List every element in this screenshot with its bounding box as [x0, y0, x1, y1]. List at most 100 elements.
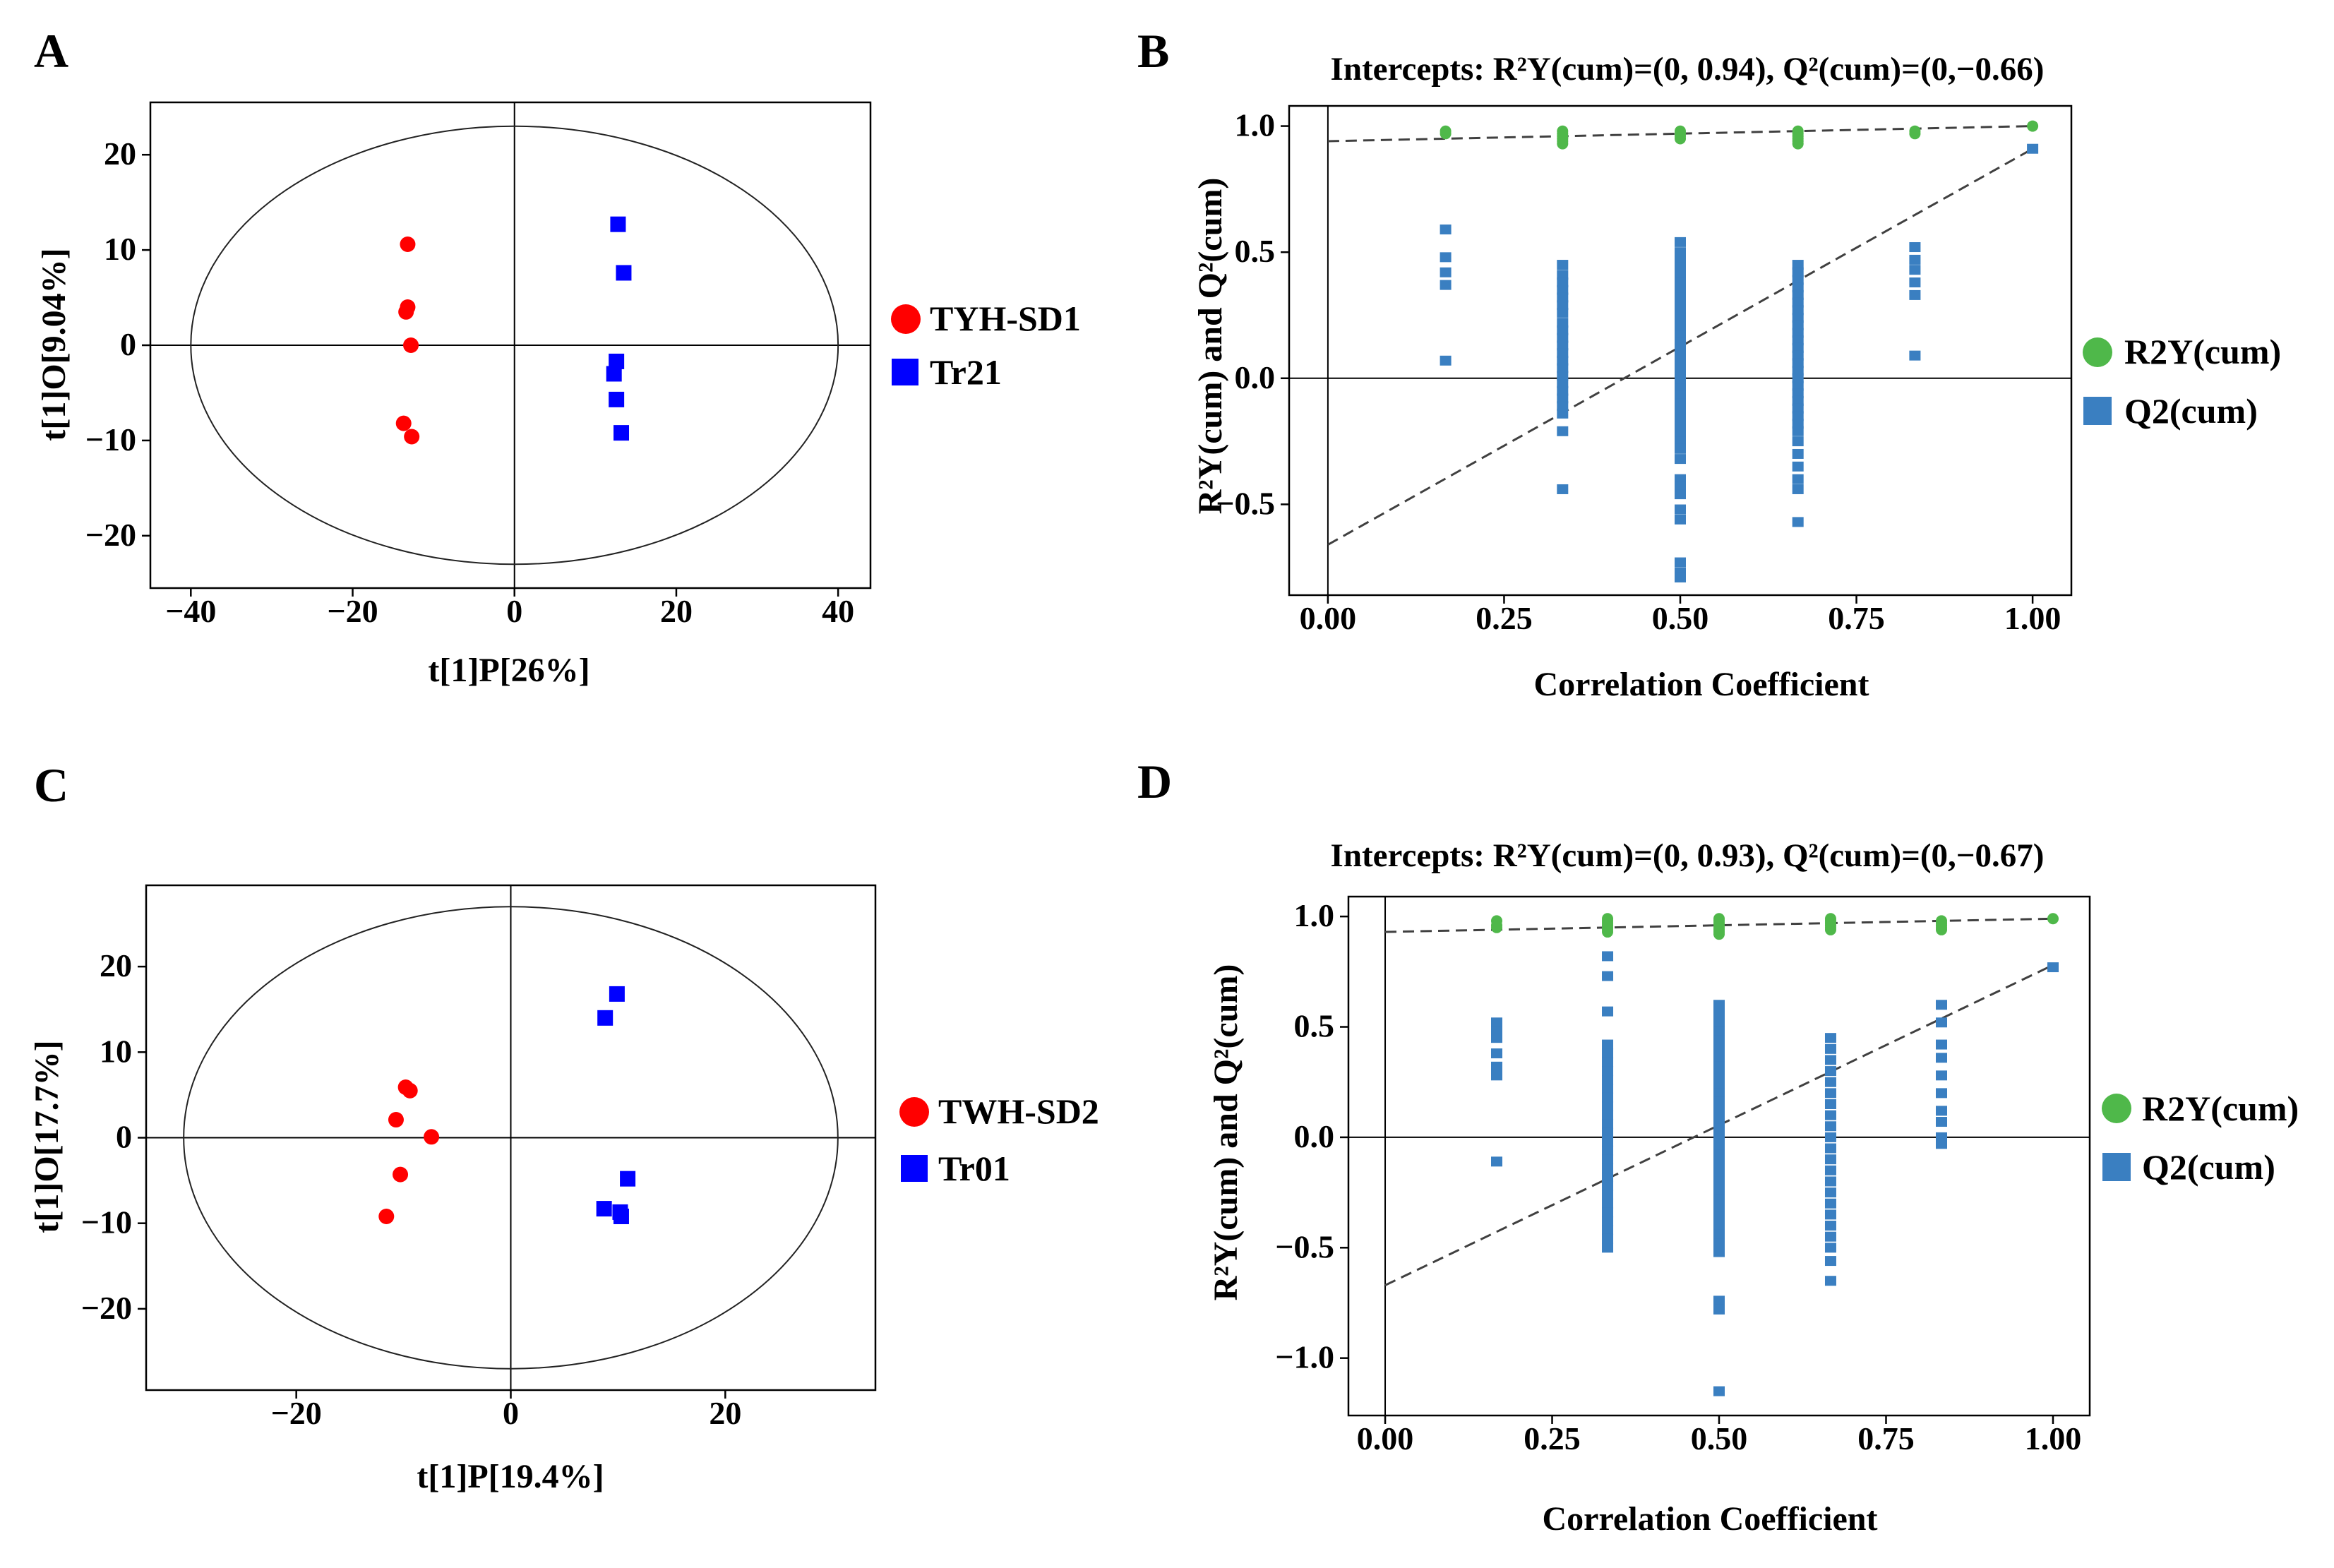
point-q2-cum: [1675, 429, 1686, 439]
panel-c-ytick-label: −10: [81, 1204, 132, 1240]
panel-d-ylabel: R²Y(cum) and Q²(cum): [1207, 964, 1245, 1301]
legend-label-tr01: Tr01: [938, 1149, 1010, 1188]
point-tr21: [606, 366, 622, 382]
panel-c-letter: C: [34, 758, 68, 812]
point-q2-cum: [1675, 504, 1686, 515]
point-q2-cum: [1675, 315, 1686, 325]
panel-b-legend: R2Y(cum) Q2(cum): [2083, 332, 2281, 431]
point-q2-cum: [1824, 1043, 1836, 1054]
point-twh-sd2: [402, 1082, 418, 1099]
panel-d-ytick-label: −1.0: [1275, 1339, 1334, 1375]
point-q2-cum: [1557, 371, 1569, 381]
point-q2-cum: [1602, 1172, 1614, 1183]
panel-a-letter: A: [34, 24, 68, 78]
point-q2-cum: [1909, 265, 1921, 275]
point-q2-cum: [2027, 143, 2039, 154]
point-q2-cum: [1713, 1026, 1725, 1036]
point-q2-cum: [1675, 406, 1686, 417]
point-q2-cum: [1713, 1167, 1725, 1178]
panel-a-ytick-label: −20: [85, 517, 136, 553]
point-q2-cum: [1713, 1114, 1725, 1125]
point-q2-cum: [1713, 1176, 1725, 1187]
point-q2-cum: [1713, 1386, 1725, 1396]
point-q2-cum: [1792, 395, 1804, 406]
panel-a-xtick-label: 20: [660, 593, 693, 629]
legend-label-tyh-sd1: TYH-SD1: [930, 299, 1081, 338]
point-q2-cum: [1602, 1110, 1614, 1120]
point-q2-cum: [1936, 1106, 1947, 1116]
panel-a-xtick-label: −20: [327, 593, 378, 629]
point-q2-cum: [1602, 971, 1614, 981]
point-q2-cum: [1602, 1163, 1614, 1173]
point-q2-cum: [1824, 1110, 1836, 1120]
point-q2-cum: [1792, 275, 1804, 285]
point-tr01: [596, 1201, 612, 1217]
point-q2-cum: [1909, 350, 1921, 361]
panel-d-ytick-label: 1.0: [1294, 897, 1335, 933]
point-r2y-cum: [1824, 923, 1836, 935]
point-q2-cum: [1675, 474, 1686, 484]
point-q2-cum: [1557, 300, 1569, 311]
point-q2-cum: [1440, 252, 1452, 263]
panel-b-ytick-label: −0.5: [1216, 485, 1275, 521]
panel-b-ylabel: R²Y(cum) and Q²(cum): [1192, 178, 1229, 515]
point-q2-cum: [1602, 1119, 1614, 1130]
legend-marker-tr21: [892, 359, 918, 385]
point-tyh-sd1: [398, 304, 414, 320]
panel-b-xtick-label: 1.00: [2004, 600, 2061, 636]
point-q2-cum: [1936, 1000, 1947, 1010]
point-q2-cum: [1792, 282, 1804, 293]
point-tr21: [609, 353, 625, 369]
point-r2y-cum: [1440, 128, 1452, 140]
point-q2-cum: [1602, 1084, 1614, 1094]
point-tr21: [614, 425, 630, 441]
point-q2-cum: [1557, 270, 1569, 280]
point-q2-cum: [1936, 1017, 1947, 1028]
legend-label-twh-sd2: TWH-SD2: [938, 1091, 1099, 1131]
point-q2-cum: [1936, 1139, 1947, 1149]
point-q2-cum: [1792, 342, 1804, 353]
point-tyh-sd1: [400, 237, 416, 253]
point-q2-cum: [1557, 348, 1569, 359]
point-q2-cum: [1792, 448, 1804, 459]
legend-marker-r2y-cum-d: [2102, 1094, 2131, 1123]
point-q2-cum: [1909, 242, 1921, 253]
point-q2-cum: [1675, 454, 1686, 465]
point-q2-cum: [1675, 292, 1686, 303]
point-q2-cum: [1675, 481, 1686, 492]
point-q2-cum: [1557, 285, 1569, 295]
point-q2-cum: [1824, 1231, 1836, 1242]
point-q2-cum: [1824, 1243, 1836, 1253]
point-q2-cum: [1675, 307, 1686, 318]
legend-marker-r2y-cum-b: [2083, 337, 2112, 367]
legend-label-r2y-cum-b: R2Y(cum): [2124, 332, 2281, 371]
point-q2-cum: [1713, 1070, 1725, 1081]
point-q2-cum: [1713, 1203, 1725, 1213]
panel-b-xtick-label: 0.50: [1652, 600, 1709, 636]
point-q2-cum: [1792, 474, 1804, 484]
panel-d-xtick-label: 0.50: [1691, 1420, 1748, 1456]
point-q2-cum: [1602, 1127, 1614, 1138]
point-q2-cum: [1792, 381, 1804, 391]
point-q2-cum: [1713, 1123, 1725, 1134]
point-q2-cum: [1602, 1057, 1614, 1067]
point-q2-cum: [1675, 345, 1686, 356]
point-q2-cum: [1792, 358, 1804, 369]
panel-a-legend: TYH-SD1 Tr21: [891, 299, 1081, 392]
point-q2-cum: [1675, 323, 1686, 333]
point-q2-cum: [1824, 1033, 1836, 1043]
point-tyh-sd1: [395, 415, 412, 431]
point-q2-cum: [1713, 1088, 1725, 1099]
point-q2-cum: [1824, 1154, 1836, 1165]
point-q2-cum: [1602, 1006, 1614, 1017]
point-q2-cum: [1602, 1180, 1614, 1191]
panel-d-xtick-label: 0.75: [1857, 1420, 1915, 1456]
point-r2y-cum: [1557, 138, 1569, 150]
point-q2-cum: [1792, 350, 1804, 361]
legend-label-q2-cum-b: Q2(cum): [2124, 391, 2258, 431]
point-q2-cum: [1675, 436, 1686, 447]
point-q2-cum: [1713, 1295, 1725, 1306]
panel-d: D Intercepts: R²Y(cum)=(0, 0.93), Q²(cum…: [1137, 755, 2299, 1538]
point-q2-cum: [1713, 1053, 1725, 1063]
point-q2-cum: [1675, 443, 1686, 454]
